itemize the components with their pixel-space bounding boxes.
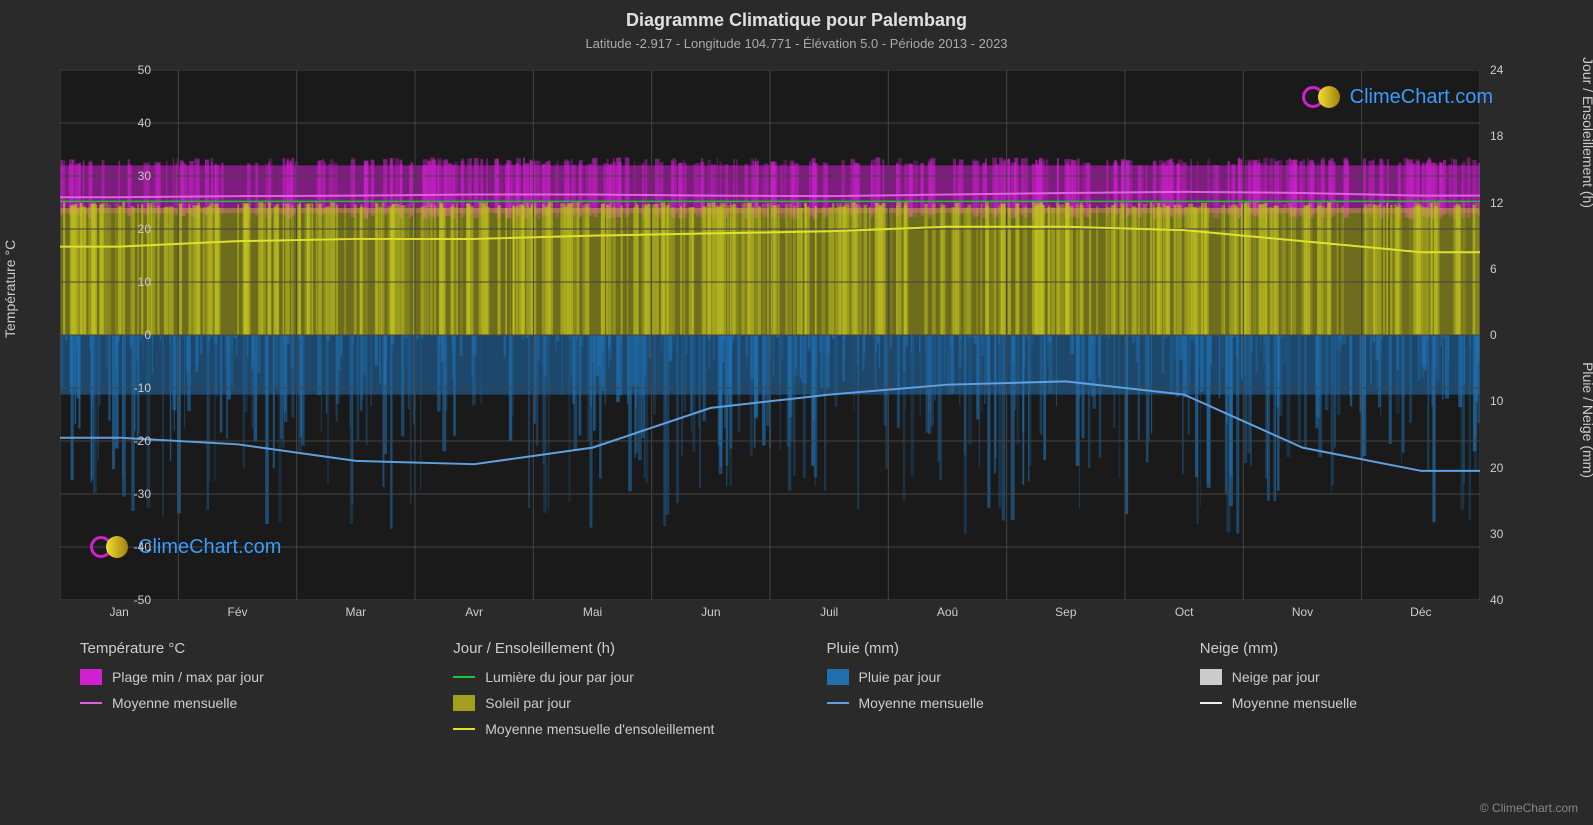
legend-label: Soleil par jour <box>485 695 571 711</box>
axis-title-left: Température °C <box>2 240 18 338</box>
legend-item: Moyenne mensuelle <box>827 695 1140 711</box>
legend-label: Moyenne mensuelle <box>859 695 984 711</box>
left-tick-label: 40 <box>101 116 151 130</box>
watermark-text: ClimeChart.com <box>1350 86 1493 109</box>
legend-item: Lumière du jour par jour <box>453 669 766 685</box>
left-tick-label: 50 <box>101 63 151 77</box>
right-tick-label: 0 <box>1490 328 1540 342</box>
left-tick-label: -40 <box>101 540 151 554</box>
legend-item: Neige par jour <box>1200 669 1513 685</box>
legend-line-icon <box>453 728 475 730</box>
legend-rain-title: Pluie (mm) <box>827 640 1140 657</box>
month-label: Fév <box>218 605 258 619</box>
watermark-text: ClimeChart.com <box>138 536 281 559</box>
right-tick-label: 30 <box>1490 527 1540 541</box>
month-label: Juil <box>809 605 849 619</box>
month-label: Jan <box>99 605 139 619</box>
month-label: Mai <box>573 605 613 619</box>
legend-label: Lumière du jour par jour <box>485 669 634 685</box>
legend-swatch-icon <box>80 669 102 685</box>
right-tick-label: 24 <box>1490 63 1540 77</box>
legend-swatch-icon <box>1200 669 1222 685</box>
left-tick-label: 10 <box>101 275 151 289</box>
month-label: Jun <box>691 605 731 619</box>
legend-label: Moyenne mensuelle <box>1232 695 1357 711</box>
right-tick-label: 12 <box>1490 196 1540 210</box>
chart-plot-area <box>60 70 1480 600</box>
climechart-logo-icon <box>1302 85 1342 109</box>
chart-title: Diagramme Climatique pour Palembang <box>0 0 1593 31</box>
legend-item: Moyenne mensuelle <box>80 695 393 711</box>
right-tick-label: 18 <box>1490 129 1540 143</box>
left-tick-label: -20 <box>101 434 151 448</box>
legend-swatch-icon <box>453 695 475 711</box>
month-label: Avr <box>454 605 494 619</box>
legend-item: Moyenne mensuelle <box>1200 695 1513 711</box>
copyright: © ClimeChart.com <box>1480 801 1578 815</box>
legend-line-icon <box>827 702 849 704</box>
right-tick-label: 6 <box>1490 262 1540 276</box>
legend-temp: Température °C Plage min / max par jour M… <box>80 640 393 747</box>
legend-swatch-icon <box>827 669 849 685</box>
left-tick-label: -10 <box>101 381 151 395</box>
legend: Température °C Plage min / max par jour M… <box>80 640 1513 747</box>
legend-rain: Pluie (mm) Pluie par jour Moyenne mensuel… <box>827 640 1140 747</box>
watermark-top: ClimeChart.com <box>1302 85 1493 109</box>
left-tick-label: 20 <box>101 222 151 236</box>
axis-title-right-top: Jour / Ensoleillement (h) <box>1580 57 1593 208</box>
left-tick-label: 0 <box>101 328 151 342</box>
legend-line-icon <box>453 676 475 678</box>
legend-label: Neige par jour <box>1232 669 1320 685</box>
month-label: Sep <box>1046 605 1086 619</box>
legend-line-icon <box>80 702 102 704</box>
chart-subtitle: Latitude -2.917 - Longitude 104.771 - Él… <box>0 31 1593 51</box>
right-tick-label: 10 <box>1490 394 1540 408</box>
chart-svg <box>60 70 1480 600</box>
legend-snow: Neige (mm) Neige par jour Moyenne mensuel… <box>1200 640 1513 747</box>
legend-label: Plage min / max par jour <box>112 669 264 685</box>
legend-item: Pluie par jour <box>827 669 1140 685</box>
legend-label: Pluie par jour <box>859 669 942 685</box>
month-label: Aoû <box>928 605 968 619</box>
left-tick-label: -30 <box>101 487 151 501</box>
legend-line-icon <box>1200 702 1222 704</box>
legend-temp-title: Température °C <box>80 640 393 657</box>
axis-title-right-bottom: Pluie / Neige (mm) <box>1580 362 1593 478</box>
right-tick-label: 40 <box>1490 593 1540 607</box>
left-tick-label: 30 <box>101 169 151 183</box>
legend-snow-title: Neige (mm) <box>1200 640 1513 657</box>
legend-item: Soleil par jour <box>453 695 766 711</box>
legend-sun-title: Jour / Ensoleillement (h) <box>453 640 766 657</box>
month-label: Oct <box>1164 605 1204 619</box>
legend-label: Moyenne mensuelle d'ensoleillement <box>485 721 714 737</box>
legend-item: Moyenne mensuelle d'ensoleillement <box>453 721 766 737</box>
legend-label: Moyenne mensuelle <box>112 695 237 711</box>
legend-sun: Jour / Ensoleillement (h) Lumière du jou… <box>453 640 766 747</box>
month-label: Nov <box>1283 605 1323 619</box>
legend-item: Plage min / max par jour <box>80 669 393 685</box>
month-label: Mar <box>336 605 376 619</box>
month-label: Déc <box>1401 605 1441 619</box>
right-tick-label: 20 <box>1490 461 1540 475</box>
